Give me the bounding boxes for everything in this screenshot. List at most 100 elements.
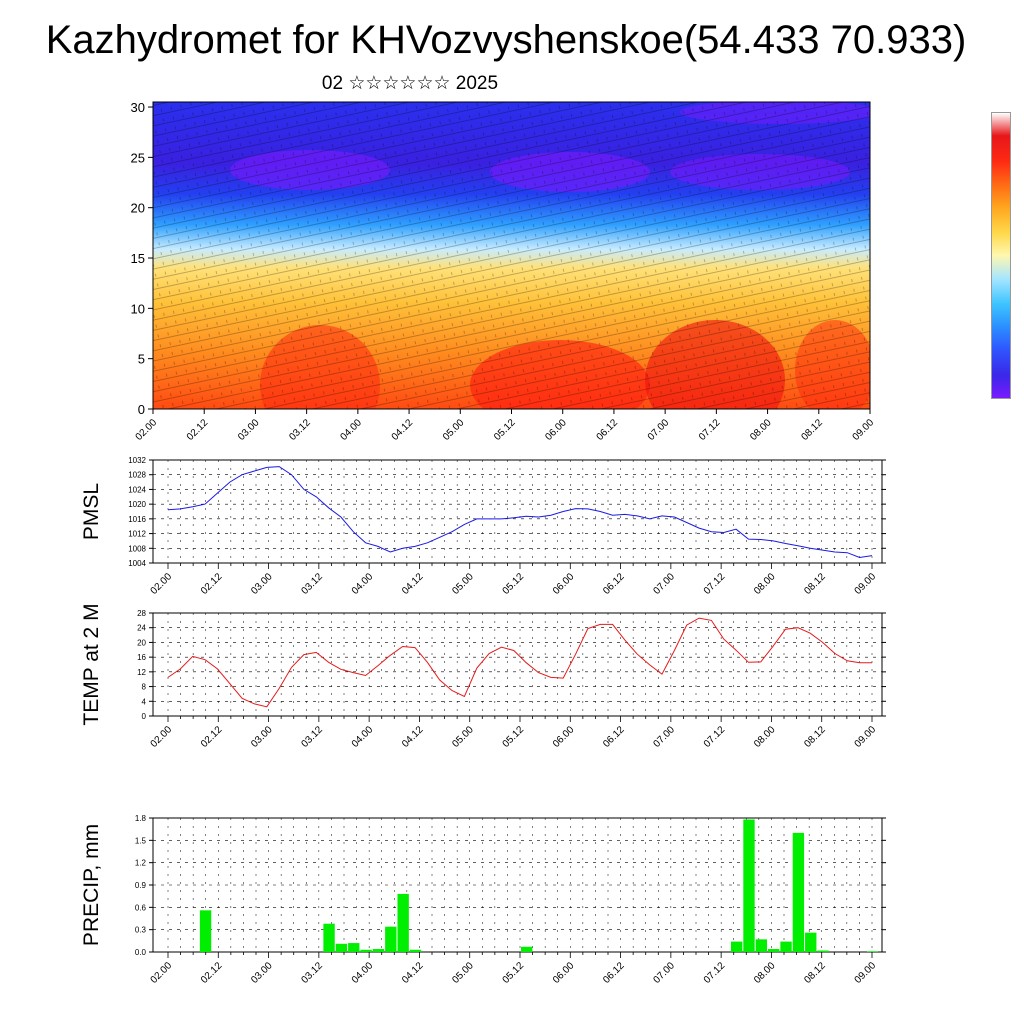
xtick-label: 05.12 <box>501 571 527 597</box>
precip-bar <box>521 946 533 952</box>
xtick-label: 07.00 <box>652 571 678 597</box>
xtick-label: 03.00 <box>249 571 275 597</box>
xtick-label: 09.00 <box>853 960 879 986</box>
precip-bar <box>730 941 743 952</box>
xtick-label: 08.12 <box>802 571 828 597</box>
heat-ytick-label: 25 <box>131 150 145 165</box>
xtick-label: 06.12 <box>601 724 627 750</box>
precip-bar <box>743 819 755 952</box>
heat-xtick-label: 07.12 <box>697 417 723 443</box>
precip-bar <box>360 949 372 952</box>
ytick-label: 1024 <box>128 485 146 494</box>
ytick-label: 1.8 <box>135 814 147 823</box>
heat-xtick-label: 09.00 <box>851 417 877 443</box>
y-axis-label: PRECIP, mm <box>80 824 103 946</box>
xtick-label: 07.00 <box>652 724 678 750</box>
heat-xtick-label: 06.00 <box>543 417 569 443</box>
xtick-label: 09.00 <box>853 724 879 750</box>
xtick-label: 03.12 <box>300 724 326 750</box>
heat-xtick-label: 05.12 <box>492 417 518 443</box>
precip-bar <box>780 941 792 952</box>
xtick-label: 06.00 <box>551 724 577 750</box>
heat-xtick-label: 03.12 <box>287 417 313 443</box>
xtick-label: 05.00 <box>450 960 476 986</box>
colorbar <box>991 112 1011 399</box>
ytick-label: 24 <box>137 624 146 633</box>
heat-xtick-label: 04.12 <box>390 417 416 443</box>
xtick-label: 04.00 <box>350 571 376 597</box>
wind-barbs <box>153 102 870 409</box>
xtick-label: 02.12 <box>199 724 225 750</box>
heat-ytick-label: 20 <box>131 201 145 216</box>
ytick-label: 0.3 <box>135 926 147 935</box>
series-line <box>167 466 873 559</box>
xtick-label: 08.00 <box>752 724 778 750</box>
xtick-label: 06.00 <box>551 960 577 986</box>
ytick-label: 1016 <box>128 515 146 524</box>
ytick-label: 1012 <box>128 530 146 539</box>
ytick-label: 0.9 <box>135 881 147 890</box>
ytick-label: 1008 <box>128 544 146 553</box>
xtick-label: 02.00 <box>149 571 175 597</box>
xtick-label: 08.12 <box>802 960 828 986</box>
xtick-label: 09.00 <box>853 571 879 597</box>
xtick-label: 04.00 <box>350 724 376 750</box>
heat-xtick-label: 04.00 <box>339 417 365 443</box>
heat-xtick-label: 06.12 <box>595 417 621 443</box>
precip-bar <box>792 832 805 952</box>
xtick-label: 07.00 <box>652 960 678 986</box>
heat-ytick-label: 30 <box>131 100 145 115</box>
plot-frame <box>152 459 883 564</box>
xtick-label: 04.12 <box>400 960 426 986</box>
xtick-label: 06.12 <box>601 571 627 597</box>
ytick-label: 12 <box>137 668 146 677</box>
page-title: Kazhydromet for KHVozvyshenskoe(54.433 7… <box>45 18 967 62</box>
heat-ytick-label: 0 <box>138 402 145 417</box>
plot-frame <box>152 817 883 953</box>
xtick-label: 04.12 <box>400 724 426 750</box>
ytick-label: 0.0 <box>135 948 147 957</box>
xtick-label: 07.12 <box>702 960 728 986</box>
y-axis-label: PMSL <box>80 483 103 540</box>
heat-xtick-label: 02.00 <box>134 417 160 443</box>
page-subtitle: 02 ☆☆☆☆☆☆ 2025 <box>321 73 499 94</box>
xtick-label: 02.00 <box>149 724 175 750</box>
y-axis-label: TEMP at 2 M <box>80 603 103 725</box>
xtick-label: 02.00 <box>149 960 175 986</box>
heat-xtick-label: 08.12 <box>799 417 825 443</box>
ytick-label: 4 <box>142 697 147 706</box>
ytick-label: 0.6 <box>135 903 147 912</box>
xtick-label: 07.12 <box>702 724 728 750</box>
heat-ytick-label: 5 <box>138 352 145 367</box>
precip-bar <box>755 939 768 952</box>
ytick-label: 1.5 <box>135 836 147 845</box>
xtick-label: 03.12 <box>300 960 326 986</box>
ytick-label: 1.2 <box>135 859 147 868</box>
ytick-label: 1032 <box>128 456 146 465</box>
ytick-label: 1004 <box>128 559 146 568</box>
precip-bar <box>768 949 780 952</box>
ytick-label: 1020 <box>128 500 146 509</box>
ytick-label: 28 <box>137 609 146 618</box>
precip-bar <box>335 943 348 952</box>
xtick-label: 03.12 <box>300 571 326 597</box>
xtick-label: 08.12 <box>802 724 828 750</box>
precip-bar <box>817 950 829 952</box>
xtick-label: 07.12 <box>702 571 728 597</box>
cross-section-panel: 0 5 10 15 20 25 30 02.00 02.12 03.00 03.12 04.00 04… <box>131 100 877 443</box>
xtick-label: 03.00 <box>249 960 275 986</box>
xtick-label: 04.00 <box>350 960 376 986</box>
xtick-label: 04.12 <box>400 571 426 597</box>
series-line <box>167 617 872 708</box>
xtick-label: 05.00 <box>450 571 476 597</box>
xtick-label: 06.12 <box>601 960 627 986</box>
precip-bar <box>385 926 397 952</box>
precip-bar <box>866 951 879 952</box>
heat-xtick-label: 08.00 <box>748 417 774 443</box>
xtick-label: 02.12 <box>199 960 225 986</box>
ytick-label: 0 <box>142 712 147 721</box>
precip-bar <box>805 932 817 952</box>
ytick-label: 16 <box>137 653 146 662</box>
panel-t-panel: 0 4 8 12 16 20 24 28 02.00 02.12 03.00 03.12 04.00 04… <box>80 603 886 750</box>
